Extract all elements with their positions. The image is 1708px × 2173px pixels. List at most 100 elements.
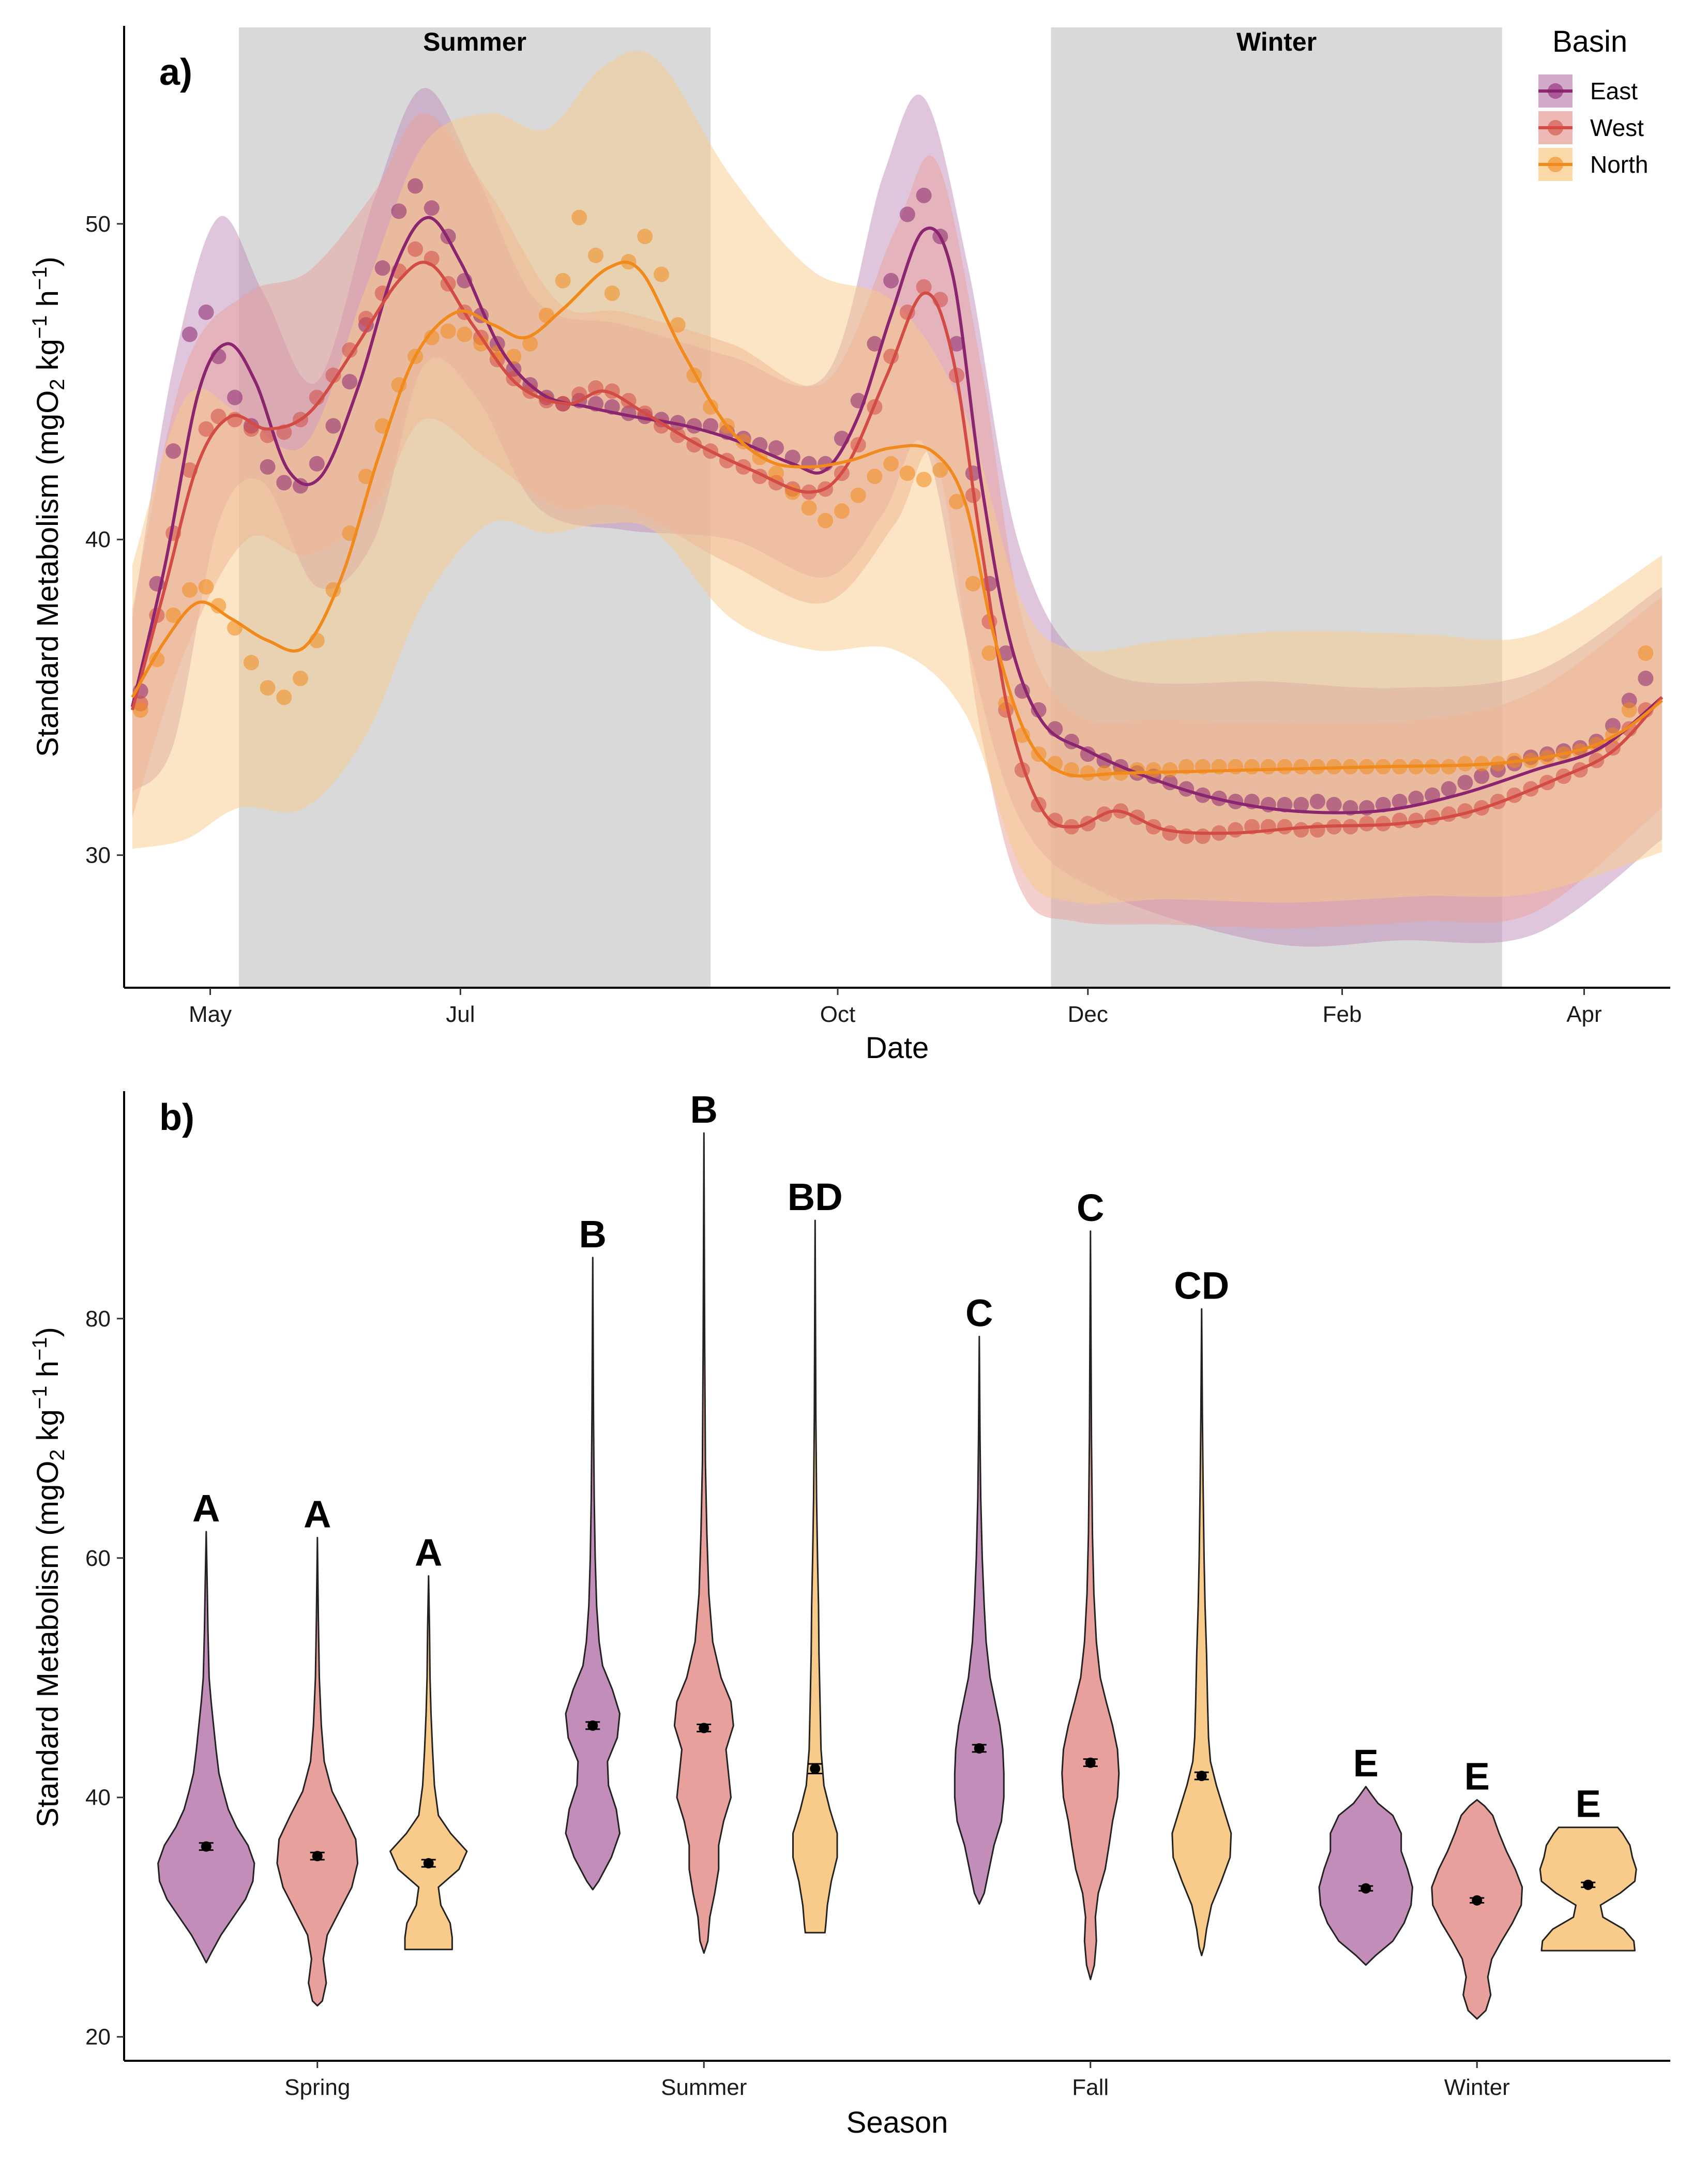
y-tick-label: 20 xyxy=(85,2025,111,2050)
point-east xyxy=(407,178,424,194)
x-tick-label: Apr xyxy=(1566,1002,1601,1027)
y-axis-title: Standard Metabolism (mgO2 kg−1 h−1) xyxy=(28,256,69,757)
point-north xyxy=(899,465,915,481)
shade-label-winter: Winter xyxy=(1236,27,1317,56)
point-east xyxy=(198,304,214,320)
y-axis-title: Standard Metabolism (mgO2 kg−1 h−1) xyxy=(28,1327,69,1828)
legend-point-west xyxy=(1548,120,1563,135)
violin-winter-east xyxy=(1318,1786,1413,1966)
point-north xyxy=(555,273,571,289)
point-west xyxy=(407,241,424,257)
point-east xyxy=(260,459,276,475)
point-west xyxy=(1277,819,1293,835)
point-east xyxy=(899,206,915,222)
x-tick-label: Jul xyxy=(446,1002,475,1027)
band-north xyxy=(132,50,1662,904)
mean-point xyxy=(312,1851,323,1862)
x-tick-label: Dec xyxy=(1068,1002,1108,1027)
point-east xyxy=(165,443,182,459)
point-east xyxy=(1441,781,1457,797)
point-north xyxy=(457,326,473,342)
mean-point xyxy=(423,1858,434,1869)
violin-fall-north xyxy=(1171,1308,1232,1956)
point-north xyxy=(932,462,948,478)
point-north xyxy=(198,579,214,595)
point-north xyxy=(260,680,276,696)
point-west xyxy=(342,342,358,358)
point-east xyxy=(309,456,325,472)
point-east xyxy=(1031,702,1047,718)
legend-point-east xyxy=(1548,83,1563,99)
trend-line-north xyxy=(131,260,1663,778)
point-north xyxy=(670,317,686,333)
panel-label-a: a) xyxy=(159,52,192,93)
point-north xyxy=(637,229,653,245)
point-east xyxy=(1457,775,1473,791)
legend: Basin East West North xyxy=(1538,25,1648,181)
point-east xyxy=(883,273,899,289)
point-north xyxy=(149,652,165,668)
violin-summer-west xyxy=(673,1132,734,1954)
significance-letter: C xyxy=(965,1292,993,1335)
point-west xyxy=(1425,809,1440,825)
legend-point-north xyxy=(1548,157,1563,172)
point-north xyxy=(440,323,456,339)
point-west xyxy=(1392,812,1408,828)
point-north xyxy=(132,702,148,718)
point-east xyxy=(424,200,440,216)
y-tick-label: 80 xyxy=(85,1306,111,1332)
mean-point xyxy=(1196,1771,1207,1782)
point-east xyxy=(325,418,341,434)
point-east xyxy=(768,440,784,456)
y-tick-label: 40 xyxy=(85,527,111,552)
point-north xyxy=(182,582,198,598)
panel-label-b: b) xyxy=(159,1097,194,1138)
point-north xyxy=(588,247,604,263)
significance-letter: E xyxy=(1576,1783,1601,1825)
significance-letter: B xyxy=(690,1088,718,1131)
point-east xyxy=(1326,797,1342,812)
point-east xyxy=(916,187,932,203)
x-axis-title: Date xyxy=(866,1031,929,1065)
point-east xyxy=(227,389,243,405)
point-north xyxy=(801,500,817,516)
x-tick-label: Winter xyxy=(1444,2075,1510,2100)
point-north xyxy=(850,487,866,503)
y-tick-label: 30 xyxy=(85,843,111,868)
point-west xyxy=(1293,822,1309,838)
point-north xyxy=(965,576,981,592)
point-north xyxy=(654,266,669,282)
point-north xyxy=(1080,765,1096,781)
point-north xyxy=(522,336,538,352)
panel-b-chart: A A A B B BD C C CD E E E 20 40 60 80 Spring Summer Fall Wi… xyxy=(28,1088,1670,2139)
point-west xyxy=(1441,806,1457,822)
point-north xyxy=(424,329,440,345)
point-east xyxy=(374,260,390,276)
point-north xyxy=(210,598,226,614)
point-north xyxy=(949,494,964,509)
point-east xyxy=(1408,790,1424,806)
panel-a-chart: Summer Winter 30 40 50 May Jul Oct Dec Feb Apr Date… xyxy=(28,25,1670,1065)
point-north xyxy=(1621,702,1637,718)
significance-letter: B xyxy=(579,1213,607,1256)
legend-label-east: East xyxy=(1590,78,1638,104)
point-north xyxy=(165,607,182,623)
point-east xyxy=(998,645,1014,661)
mean-point xyxy=(1472,1895,1483,1906)
point-west xyxy=(198,421,214,437)
point-east xyxy=(1638,670,1654,686)
mean-point xyxy=(974,1743,985,1754)
point-north xyxy=(604,285,620,301)
point-north xyxy=(834,503,850,519)
point-north xyxy=(1260,759,1276,775)
legend-label-west: West xyxy=(1590,114,1644,141)
x-tick-label: Feb xyxy=(1323,1002,1362,1027)
point-north xyxy=(1162,762,1178,778)
violin-spring-north xyxy=(389,1575,468,1951)
point-west xyxy=(1195,828,1211,844)
point-north xyxy=(1277,759,1293,775)
point-north xyxy=(818,512,834,529)
point-west xyxy=(325,367,341,383)
point-west xyxy=(1309,822,1325,838)
